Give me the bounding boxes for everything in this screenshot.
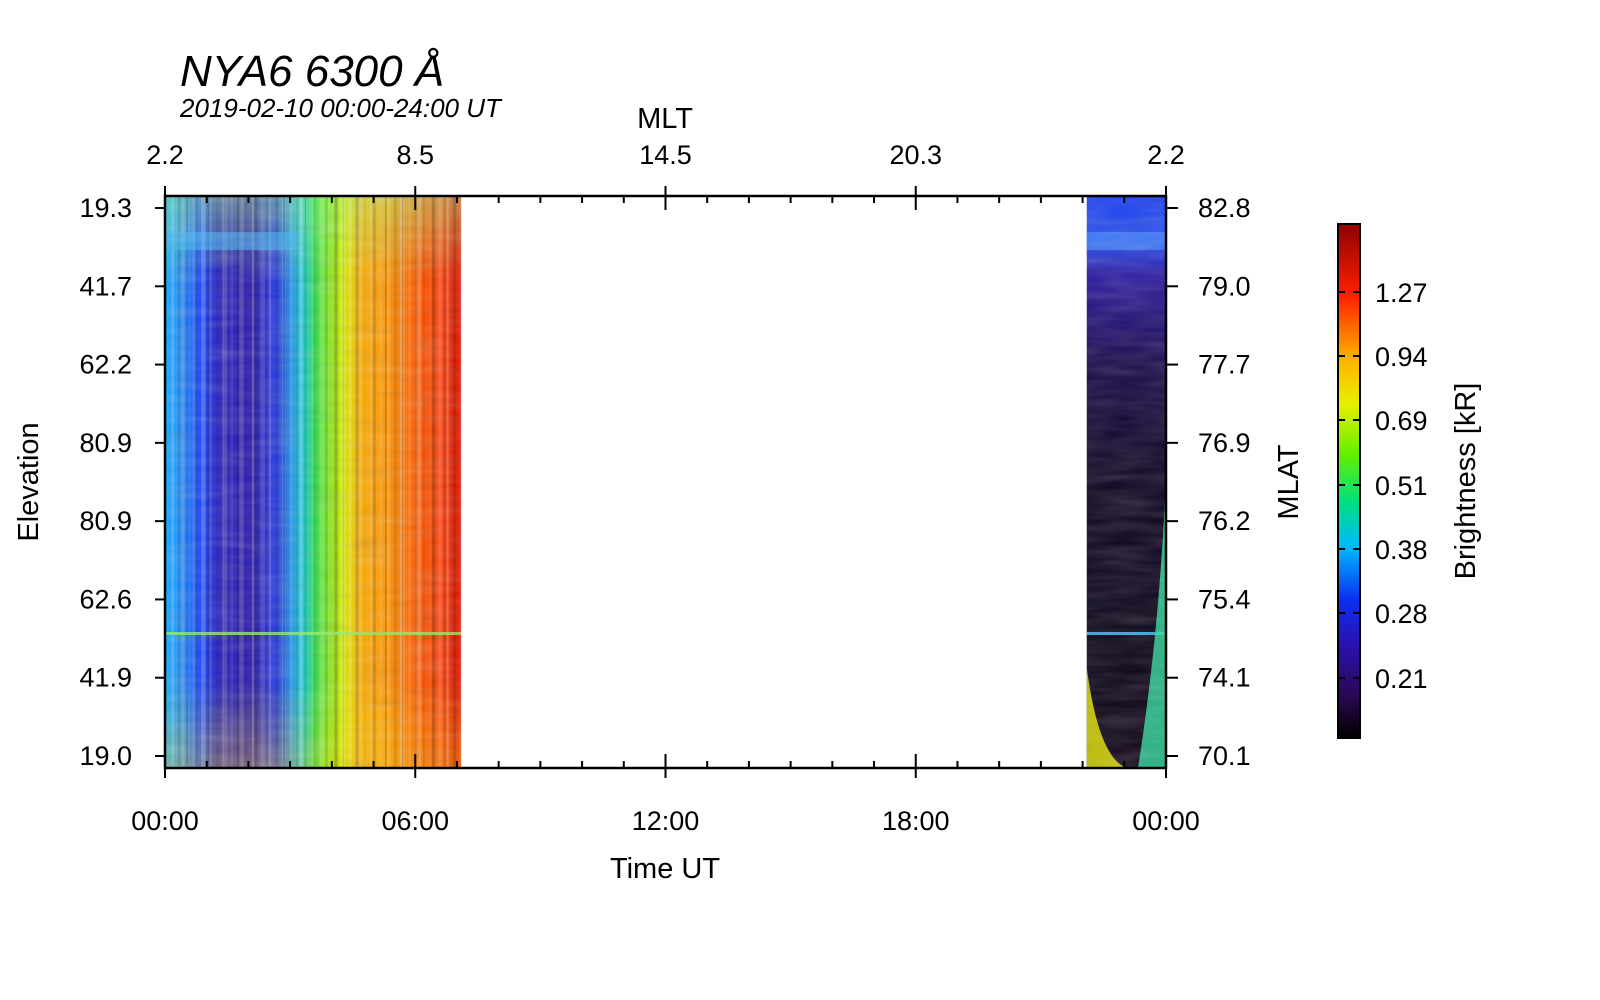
x-tick-label: 06:00 xyxy=(381,806,449,836)
chart-title: NYA6 6300 Å xyxy=(180,47,444,96)
elevation-tick-label: 80.9 xyxy=(79,506,132,536)
mlt-tick-label: 2.2 xyxy=(146,140,184,170)
y-axis-right-mlat: 82.8 79.0 77.7 76.9 76.2 75.4 74.1 70.1 xyxy=(1166,193,1251,771)
colorbar-tick-label: 0.38 xyxy=(1375,535,1428,565)
y-axis-left-elevation: 19.3 41.7 62.2 80.9 80.9 62.6 41.9 19.0 xyxy=(79,193,165,771)
x-axis-bottom: 00:00 06:00 12:00 18:00 00:00 xyxy=(131,754,1200,836)
morning-streak xyxy=(459,196,464,768)
y-axis-right-label: MLAT xyxy=(1273,444,1305,519)
colorbar-ticks: 1.27 0.94 0.69 0.51 0.38 0.28 0.21 xyxy=(1338,278,1428,694)
mlat-tick-label: 82.8 xyxy=(1198,193,1251,223)
mlat-tick-label: 75.4 xyxy=(1198,584,1251,614)
mlat-tick-label: 77.7 xyxy=(1198,350,1251,380)
x-axis-label: Time UT xyxy=(610,853,720,885)
colorbar-tick-label: 0.69 xyxy=(1375,406,1428,436)
elevation-tick-label: 62.6 xyxy=(79,584,132,614)
elevation-tick-label: 41.7 xyxy=(79,271,132,301)
heatmap-data-layer xyxy=(165,196,1166,768)
mlt-tick-label: 20.3 xyxy=(889,140,942,170)
elevation-tick-label: 80.9 xyxy=(79,428,132,458)
colorbar-label: Brightness [kR] xyxy=(1450,383,1482,580)
x-tick-label: 12:00 xyxy=(632,806,700,836)
x-tick-label: 00:00 xyxy=(131,806,199,836)
mlt-tick-label: 2.2 xyxy=(1147,140,1185,170)
mlat-tick-label: 79.0 xyxy=(1198,271,1251,301)
mlt-tick-label: 14.5 xyxy=(639,140,692,170)
elevation-tick-label: 41.9 xyxy=(79,663,132,693)
top-axis-label: MLT xyxy=(637,103,693,135)
elevation-tick-label: 19.3 xyxy=(79,193,132,223)
colorbar-tick-label: 0.51 xyxy=(1375,471,1428,501)
chart-subtitle: 2019-02-10 00:00-24:00 UT xyxy=(179,93,503,123)
colorbar-tick-label: 0.28 xyxy=(1375,599,1428,629)
mlat-tick-label: 74.1 xyxy=(1198,663,1251,693)
mlt-tick-label: 8.5 xyxy=(396,140,434,170)
colorbar-tick-label: 0.94 xyxy=(1375,342,1428,372)
mlat-tick-label: 76.2 xyxy=(1198,506,1251,536)
elevation-tick-label: 62.2 xyxy=(79,350,132,380)
colorbar-tick-label: 1.27 xyxy=(1375,278,1428,308)
mlat-tick-label: 76.9 xyxy=(1198,428,1251,458)
mlat-tick-label: 70.1 xyxy=(1198,741,1251,771)
colorbar-tick-label: 0.21 xyxy=(1375,664,1428,694)
x-tick-label: 00:00 xyxy=(1132,806,1200,836)
morning-noise xyxy=(165,196,462,768)
y-axis-left-label: Elevation xyxy=(13,422,45,541)
colorbar xyxy=(1337,223,1361,739)
elevation-tick-label: 19.0 xyxy=(79,741,132,771)
x-axis-top-mlt: 2.2 8.5 14.5 20.3 2.2 xyxy=(146,140,1185,210)
x-tick-label: 18:00 xyxy=(882,806,950,836)
evening-noise xyxy=(1086,196,1166,768)
